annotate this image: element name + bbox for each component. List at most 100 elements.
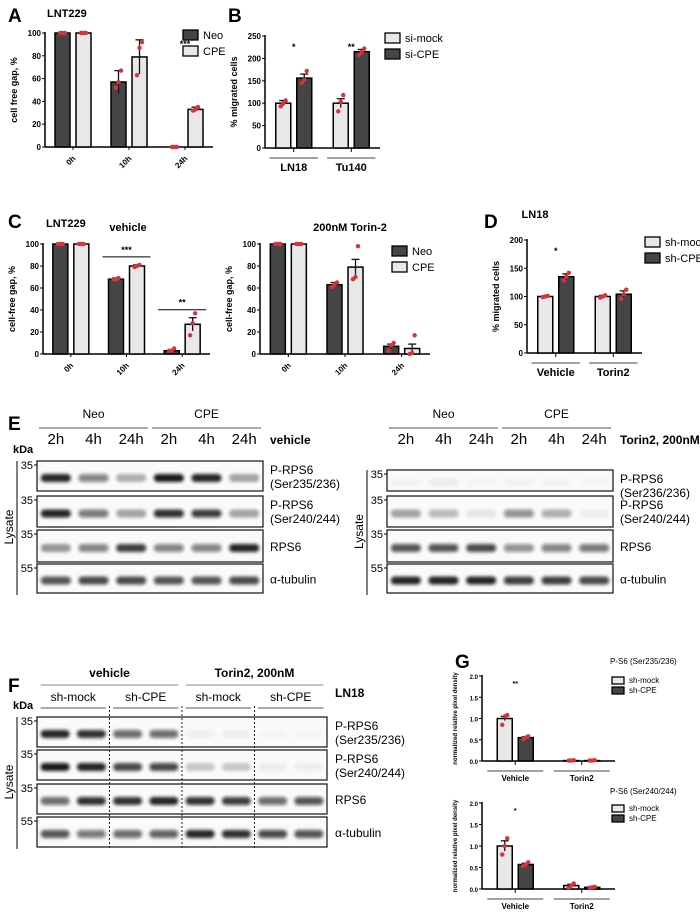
group-label: sh-CPE [125, 690, 166, 704]
chart-d: LN18 0 50 100 150 200 % migrated cells * Vehicle… [491, 209, 700, 379]
protein-site-label: (Ser236/236) [620, 486, 690, 500]
significance-label: ** [348, 42, 356, 52]
protein-band [229, 576, 260, 585]
legend-swatch-sh-mock [611, 676, 625, 685]
protein-band [258, 830, 288, 838]
mw-marker: 35 [21, 783, 33, 795]
protein-band [78, 576, 109, 585]
y-tick-label: 0.5 [470, 739, 479, 745]
panel-letter-a: A [8, 6, 22, 27]
data-point [500, 852, 505, 857]
data-point [571, 881, 576, 886]
chart-title: P-S6 (Ser240/244) [610, 787, 677, 796]
data-point [353, 274, 358, 280]
bar-sh-mock-vehicle [496, 845, 513, 890]
data-point [412, 333, 417, 338]
group-label: sh-mock [51, 690, 97, 704]
lysate-label: Lysate [2, 764, 16, 799]
protein-label: P-RPS6 [335, 752, 379, 766]
protein-band [40, 544, 71, 552]
data-point [195, 104, 201, 110]
significance-label: *** [121, 245, 132, 255]
legend-swatch-si-cpe [384, 48, 401, 60]
x-tick-label: 24h [173, 154, 189, 170]
kda-label: kDa [13, 700, 34, 712]
protein-band [40, 830, 70, 838]
protein-band [40, 576, 71, 585]
lysate-label: Lysate [352, 514, 366, 549]
protein-band [221, 830, 251, 838]
timepoint-label: 4h [198, 431, 215, 448]
protein-band [149, 763, 179, 771]
protein-band [185, 730, 215, 738]
data-point [561, 278, 566, 283]
protein-band [185, 763, 215, 771]
protein-band [229, 474, 260, 482]
y-tick-label: 20 [32, 120, 41, 129]
y-axis-label: cell-free gap, % [224, 266, 234, 332]
panel-letter-f: F [8, 676, 20, 697]
protein-band [466, 479, 496, 487]
y-tick-label: 20 [247, 328, 256, 337]
timepoint-label: 4h [548, 431, 565, 448]
significance-label: * [554, 246, 558, 256]
protein-band [390, 509, 421, 518]
legend-label: sh-CPE [629, 814, 657, 823]
y-tick-label: 50 [252, 122, 261, 131]
protein-band [503, 544, 534, 552]
protein-band [541, 509, 572, 518]
protein-band [579, 509, 610, 518]
chart-title: vehicle [109, 222, 146, 234]
chart-c-label: LNT229 [46, 218, 86, 230]
protein-band [116, 576, 147, 585]
y-axis-label: cell free gap, % [9, 57, 19, 123]
protein-label: RPS6 [335, 793, 367, 807]
data-point [336, 109, 341, 114]
y-tick-label: 2.0 [470, 802, 479, 808]
protein-label: RPS6 [270, 540, 302, 554]
protein-band [153, 544, 184, 552]
chart-b: 0 50 100 150 200 250 % migrated cells * LN18 ** Tu… [229, 32, 443, 174]
significance-label: *** [180, 39, 191, 49]
protein-band [185, 830, 215, 838]
y-axis-label: cell-free gap, % [7, 266, 17, 332]
protein-band [116, 474, 147, 482]
data-point [500, 722, 505, 728]
timepoint-label: 2h [510, 431, 527, 448]
legend-swatch-neo [182, 29, 199, 41]
mw-marker: 35 [371, 495, 383, 507]
protein-label: P-RPS6 [620, 472, 664, 486]
data-point [278, 104, 283, 109]
x-tick-label: 10h [333, 361, 349, 377]
bar-cpe-0h [75, 32, 92, 148]
protein-band [191, 576, 222, 585]
protein-band [78, 474, 109, 482]
legend-label: sh-CPE [665, 253, 700, 265]
blot-strip [36, 563, 264, 594]
mw-marker: 55 [21, 563, 33, 575]
legend-label: sh-mock [629, 676, 660, 685]
y-tick-label: 1.5 [470, 696, 479, 702]
x-group-label: Torin2 [597, 367, 630, 379]
y-tick-label: 2.0 [470, 675, 479, 681]
bar-neo-10h [326, 283, 343, 355]
mw-marker: 55 [21, 816, 33, 828]
group-label: sh-mock [196, 690, 242, 704]
protein-band [579, 544, 610, 552]
protein-band [40, 730, 70, 738]
chart-c2: 200nM Torin-2 0 20 40 60 80 100 cell-free gap, … [224, 222, 435, 377]
protein-band [221, 730, 251, 738]
y-axis-label: normalized relative pixel density [453, 672, 459, 765]
data-point [505, 712, 510, 718]
mw-marker: 55 [371, 563, 383, 575]
x-group-label: Vehicle [501, 902, 529, 911]
blot-strip [386, 563, 614, 594]
protein-band [390, 544, 421, 552]
y-axis-label: % migrated cells [491, 261, 501, 332]
protein-band [113, 797, 143, 805]
legend-label: Neo [203, 30, 223, 42]
data-point [545, 293, 550, 299]
data-point [299, 241, 304, 247]
